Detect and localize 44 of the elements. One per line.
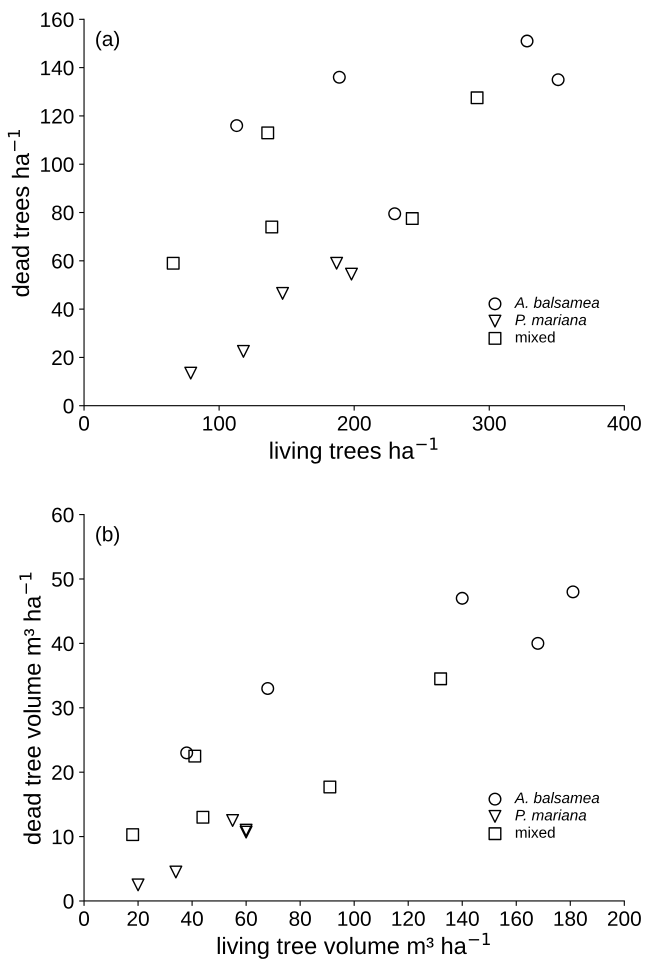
x-tick-label: 100 [203, 416, 236, 431]
y-tick-label: 140 [41, 60, 74, 76]
x-tick-label: 0 [79, 911, 90, 926]
y-tick-label: 60 [52, 508, 74, 522]
legend-label: A. balsamea [514, 296, 600, 308]
x-tick-label: 60 [236, 911, 257, 926]
y-tick-label: 60 [52, 254, 74, 269]
y-axis-title: dead tree volume m³ ha$^{−1}$ [19, 572, 41, 844]
legend-label: P. mariana [515, 809, 586, 821]
legend-label: P. mariana [515, 314, 586, 326]
x-tick-label: 200 [608, 911, 641, 926]
annotation: (b) [96, 526, 120, 546]
x-tick-label: 100 [338, 911, 371, 926]
y-axis-title: dead trees ha$^{−1}$ [8, 130, 30, 296]
y-tick-label: 30 [52, 700, 74, 716]
x-tick-label: 40 [180, 911, 203, 926]
x-tick-label: 20 [128, 911, 149, 926]
x-axis-title: living trees ha$^{−1}$ [270, 438, 438, 464]
y-tick-label: 40 [52, 636, 74, 652]
y-tick-label: 160 [41, 12, 74, 28]
y-tick-label: 120 [41, 108, 74, 124]
y-tick-label: 80 [52, 206, 74, 220]
x-tick-label: 180 [554, 911, 587, 926]
x-tick-label: 400 [607, 416, 641, 431]
x-tick-label: 300 [472, 416, 506, 431]
y-tick-label: 20 [52, 350, 74, 366]
x-tick-label: 120 [392, 911, 425, 926]
y-tick-label: 0 [64, 894, 74, 909]
x-tick-label: 0 [79, 416, 90, 431]
legend-label: mixed [516, 826, 555, 838]
y-tick-label: 20 [52, 765, 74, 780]
annotation: (a) [96, 30, 120, 50]
legend-label: A. balsamea [514, 792, 600, 804]
y-tick-label: 10 [52, 830, 74, 844]
y-tick-label: 40 [52, 302, 74, 317]
y-tick-label: 0 [64, 398, 74, 414]
x-axis-title: living tree volume m³ ha$^{−1}$ [218, 932, 490, 959]
x-tick-label: 80 [289, 911, 311, 926]
y-tick-label: 100 [41, 157, 74, 172]
x-tick-label: 200 [338, 416, 371, 431]
x-tick-label: 140 [446, 911, 479, 926]
x-tick-label: 160 [500, 911, 533, 926]
y-tick-label: 50 [52, 572, 74, 587]
legend-label: mixed [516, 331, 555, 343]
